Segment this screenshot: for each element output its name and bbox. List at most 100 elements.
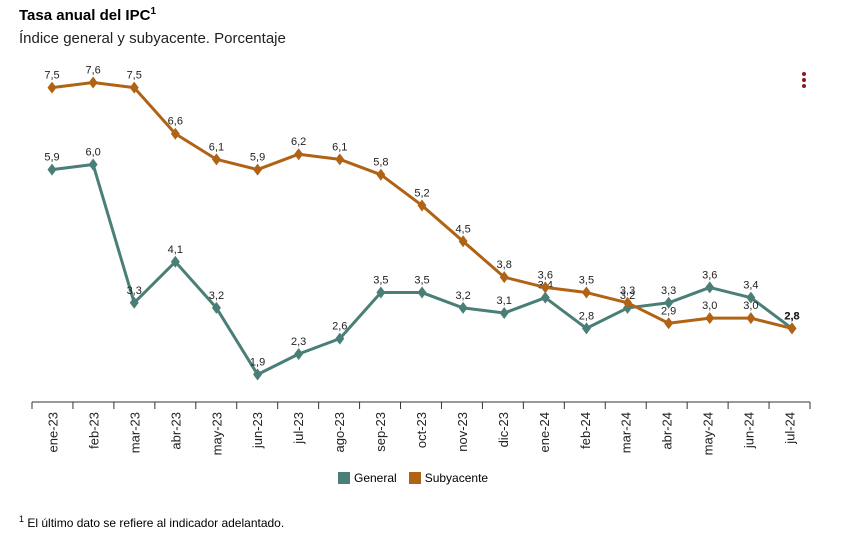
data-point xyxy=(499,307,509,320)
data-point xyxy=(253,368,263,381)
footnote-marker: 1 xyxy=(19,514,25,524)
chart-subtitle: Índice general y subyacente. Porcentaje xyxy=(19,30,286,47)
menu-dot xyxy=(802,84,806,88)
data-point xyxy=(47,81,57,94)
data-point xyxy=(540,281,550,294)
x-tick-label: feb-24 xyxy=(578,412,593,449)
data-point xyxy=(376,168,386,181)
data-label: 3,6 xyxy=(702,269,717,281)
footnote: 1 El último dato se refiere al indicador… xyxy=(19,514,284,530)
data-label: 5,2 xyxy=(414,187,429,199)
data-label: 6,6 xyxy=(168,116,183,128)
x-tick-label: oct-23 xyxy=(414,412,429,448)
data-label: 6,1 xyxy=(209,141,224,153)
data-label: 3,5 xyxy=(373,275,388,287)
data-label: 3,3 xyxy=(127,285,142,297)
data-point xyxy=(458,301,468,314)
data-label: 3,3 xyxy=(661,285,676,297)
legend-swatch-general xyxy=(338,472,350,484)
x-tick-label: ene-23 xyxy=(45,412,60,452)
legend-label-general: General xyxy=(354,471,397,485)
data-label: 5,9 xyxy=(250,152,265,164)
data-point xyxy=(294,348,304,361)
data-label: 3,3 xyxy=(620,285,635,297)
data-point xyxy=(458,235,468,248)
data-point xyxy=(129,296,139,309)
data-label: 3,5 xyxy=(414,275,429,287)
data-label: 7,5 xyxy=(127,70,142,82)
x-tick-label: jul-23 xyxy=(291,412,306,445)
data-point xyxy=(705,312,715,325)
x-tick-label: abr-24 xyxy=(660,412,675,450)
data-label: 6,2 xyxy=(291,136,306,148)
data-label: 2,3 xyxy=(291,336,306,348)
x-tick-label: may-23 xyxy=(209,412,224,455)
data-point xyxy=(211,301,221,314)
legend-label-subyacente: Subyacente xyxy=(424,471,489,485)
x-tick-label: ago-23 xyxy=(332,412,347,452)
data-point xyxy=(88,76,98,89)
data-point xyxy=(253,163,263,176)
title-footnote-marker: 1 xyxy=(150,6,156,17)
data-label: 3,2 xyxy=(209,290,224,302)
x-tick-label: may-24 xyxy=(701,412,716,455)
data-label: 2,8 xyxy=(784,310,799,322)
data-point xyxy=(170,255,180,268)
data-label: 3,2 xyxy=(620,290,635,302)
x-tick-label: abr-23 xyxy=(168,412,183,450)
data-point xyxy=(170,127,180,140)
x-tick-label: sep-23 xyxy=(373,412,388,452)
x-tick-label: jul-24 xyxy=(783,412,798,445)
data-label: 6,0 xyxy=(85,146,100,158)
data-label: 5,9 xyxy=(44,152,59,164)
data-label: 7,6 xyxy=(85,64,100,76)
data-point xyxy=(211,153,221,166)
data-point xyxy=(746,291,756,304)
data-label: 3,0 xyxy=(702,300,717,312)
x-tick-label: mar-23 xyxy=(127,412,142,453)
x-tick-label: dic-23 xyxy=(496,412,511,447)
x-tick-label: ene-24 xyxy=(537,412,552,452)
x-tick-label: jun-24 xyxy=(742,412,757,449)
data-label: 4,5 xyxy=(455,223,470,235)
data-point xyxy=(623,296,633,309)
data-point xyxy=(417,286,427,299)
data-point xyxy=(664,296,674,309)
x-tick-label: feb-23 xyxy=(86,412,101,449)
x-tick-label: jun-23 xyxy=(250,412,265,449)
data-point xyxy=(335,153,345,166)
data-point xyxy=(581,286,591,299)
data-label: 1,9 xyxy=(250,357,265,369)
data-label: 3,8 xyxy=(497,259,512,271)
data-label: 3,0 xyxy=(743,300,758,312)
menu-dot xyxy=(802,72,806,76)
data-point xyxy=(417,199,427,212)
data-label: 2,9 xyxy=(661,305,676,317)
data-label: 4,1 xyxy=(168,244,183,256)
footnote-text: El último dato se refiere al indicador a… xyxy=(27,516,285,530)
legend-item-general[interactable]: General xyxy=(338,471,397,485)
data-point xyxy=(47,163,57,176)
three-dots-vertical-icon[interactable] xyxy=(797,72,811,92)
data-label: 3,2 xyxy=(455,290,470,302)
data-label: 3,4 xyxy=(743,280,758,292)
data-point xyxy=(129,81,139,94)
legend: General Subyacente xyxy=(338,471,488,485)
data-point xyxy=(540,291,550,304)
data-label: 3,1 xyxy=(497,295,512,307)
data-label: 2,6 xyxy=(332,321,347,333)
data-label: 3,5 xyxy=(579,275,594,287)
data-point xyxy=(335,332,345,345)
data-point xyxy=(376,286,386,299)
data-point xyxy=(705,281,715,294)
data-point xyxy=(88,158,98,171)
data-label: 2,8 xyxy=(579,310,594,322)
chart-title-text: Tasa anual del IPC xyxy=(19,7,151,24)
data-point xyxy=(787,322,797,335)
chart-title: Tasa anual del IPC1 xyxy=(19,6,156,24)
data-label: 3,6 xyxy=(538,269,553,281)
data-point xyxy=(294,148,304,161)
data-label: 6,1 xyxy=(332,141,347,153)
legend-item-subyacente[interactable]: Subyacente xyxy=(408,471,489,485)
